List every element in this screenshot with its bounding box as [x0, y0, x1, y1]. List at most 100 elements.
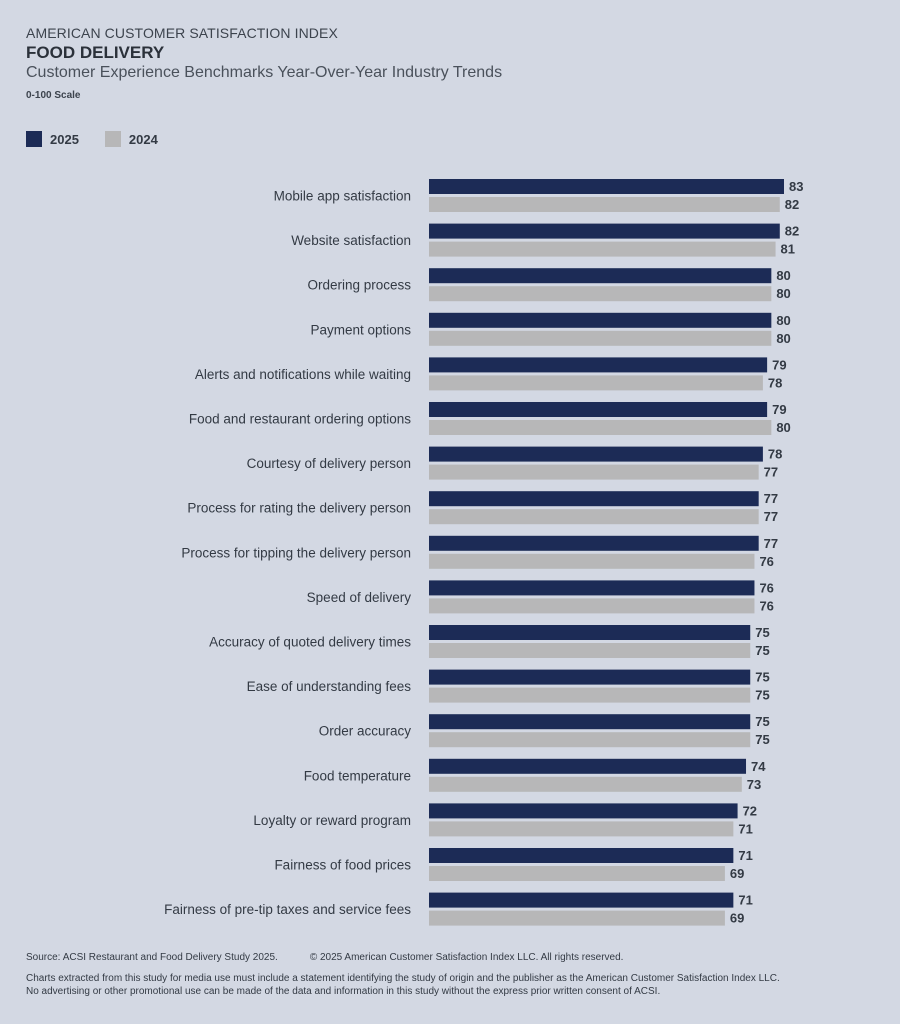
legend-label-2024: 2024	[128, 131, 158, 147]
data-label-2025: 75	[755, 670, 769, 685]
footer-copyright: © 2025 American Customer Satisfaction In…	[309, 952, 624, 963]
category-label: Ease of understanding fees	[247, 679, 412, 694]
category-label: Process for rating the delivery person	[187, 501, 411, 516]
bar-2025	[429, 312, 772, 328]
category-label: Website satisfaction	[291, 233, 411, 248]
category-label: Ordering process	[307, 278, 411, 293]
bar-2025	[429, 491, 759, 507]
bar-2024	[429, 598, 755, 614]
bar-2025	[429, 714, 751, 730]
data-label-2024: 80	[776, 331, 790, 346]
data-label-2025: 80	[776, 268, 790, 283]
bar-2024	[429, 821, 734, 837]
legend-item-2025: 2025	[26, 131, 79, 147]
bar-2025	[429, 803, 738, 819]
footer-note-1: Charts extracted from this study for med…	[26, 973, 780, 984]
bar-2025	[429, 402, 768, 417]
bar-2024	[429, 687, 751, 703]
bar-2025	[429, 892, 734, 908]
bar-chart: Mobile app satisfaction 83 82 Website satis…	[164, 179, 803, 926]
page-subtitle: Customer Experience Benchmarks Year-Over…	[26, 64, 503, 81]
category-label: Mobile app satisfaction	[274, 189, 411, 204]
data-label-2024: 69	[730, 866, 744, 881]
data-label-2024: 75	[755, 688, 769, 703]
bar-2025	[429, 179, 784, 194]
category-label: Speed of delivery	[307, 590, 412, 605]
bar-2025	[429, 669, 751, 685]
scale-note: 0-100 Scale	[26, 90, 81, 101]
data-label-2025: 79	[772, 402, 786, 417]
data-label-2024: 81	[781, 242, 795, 257]
footer-source-line: Source: ACSI Restaurant and Food Deliver…	[26, 952, 623, 963]
category-label: Food temperature	[304, 768, 411, 783]
bar-2025	[429, 625, 751, 640]
data-label-2024: 77	[764, 465, 778, 480]
data-label-2024: 73	[747, 777, 761, 792]
data-label-2024: 76	[759, 554, 773, 569]
data-label-2025: 74	[751, 759, 766, 774]
bar-2024	[429, 420, 772, 435]
bar-2024	[429, 732, 751, 748]
data-label-2024: 80	[776, 286, 790, 301]
bar-2025	[429, 268, 772, 284]
org-name: AMERICAN CUSTOMER SATISFACTION INDEX	[26, 25, 338, 41]
data-label-2025: 72	[743, 803, 757, 818]
category-label: Payment options	[310, 322, 411, 337]
bar-2025	[429, 223, 780, 239]
data-label-2024: 77	[764, 509, 778, 524]
bar-2025	[429, 446, 763, 462]
category-label: Alerts and notifications while waiting	[195, 367, 411, 382]
bar-2025	[429, 580, 755, 596]
data-label-2024: 75	[755, 732, 769, 747]
bar-2024	[429, 330, 772, 346]
footer-notes: Charts extracted from this study for med…	[26, 972, 780, 998]
bar-2024	[429, 553, 755, 569]
category-label: Order accuracy	[319, 724, 412, 739]
legend-item-2024: 2024	[104, 131, 158, 147]
data-label-2025: 76	[759, 580, 773, 595]
data-label-2024: 76	[759, 598, 773, 613]
data-label-2025: 71	[738, 848, 752, 863]
data-label-2024: 78	[768, 375, 782, 390]
category-label: Accuracy of quoted delivery times	[209, 635, 411, 650]
bar-2025	[429, 357, 768, 373]
category-label: Fairness of pre-tip taxes and service fe…	[164, 902, 411, 917]
category-label: Fairness of food prices	[274, 858, 411, 873]
data-label-2025: 83	[789, 179, 803, 194]
data-label-2024: 71	[738, 821, 752, 836]
bar-2024	[429, 866, 725, 881]
category-label: Courtesy of delivery person	[247, 456, 411, 471]
bar-2025	[429, 535, 759, 551]
data-label-2025: 78	[768, 447, 782, 462]
data-label-2024: 69	[730, 911, 744, 926]
bar-2024	[429, 464, 759, 480]
footer-note-2: No advertising or other promotional use …	[26, 986, 661, 997]
bar-2024	[429, 375, 763, 391]
page-title: FOOD DELIVERY	[26, 43, 165, 62]
bar-2024	[429, 643, 751, 658]
category-label: Food and restaurant ordering options	[189, 412, 411, 427]
legend-swatch-2024	[104, 131, 121, 147]
bar-2024	[429, 286, 772, 302]
bar-2025	[429, 848, 734, 863]
data-label-2025: 71	[738, 893, 752, 908]
bar-2024	[429, 776, 742, 792]
data-label-2025: 75	[755, 625, 769, 640]
data-label-2025: 75	[755, 714, 769, 729]
legend-label-2025: 2025	[50, 131, 79, 147]
bar-2024	[429, 509, 759, 525]
data-label-2024: 80	[776, 420, 790, 435]
footer-source: Source: ACSI Restaurant and Food Deliver…	[26, 952, 278, 963]
data-label-2025: 82	[785, 224, 799, 239]
chart-legend: 2025 2024	[26, 131, 184, 147]
data-label-2025: 79	[772, 357, 786, 372]
bar-2024	[429, 197, 780, 212]
data-label-2025: 77	[764, 491, 778, 506]
bar-2024	[429, 910, 725, 926]
category-label: Loyalty or reward program	[253, 813, 411, 828]
legend-swatch-2025	[26, 131, 42, 147]
data-label-2025: 80	[776, 313, 790, 328]
data-label-2025: 77	[764, 536, 778, 551]
bar-2025	[429, 758, 747, 774]
data-label-2024: 82	[785, 197, 799, 212]
